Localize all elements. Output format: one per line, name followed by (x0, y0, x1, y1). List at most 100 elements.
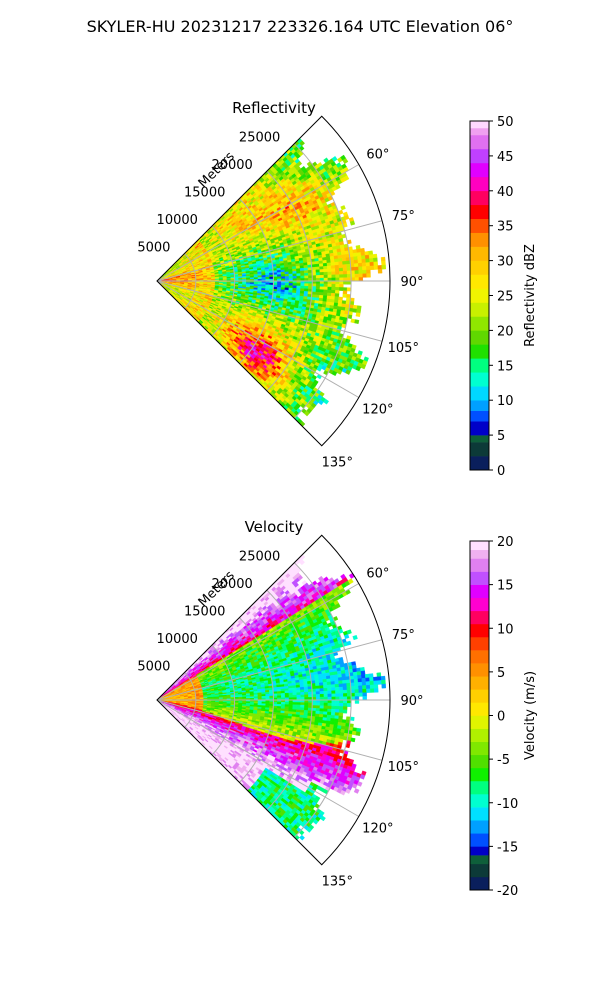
colorbar-tick-label: 10 (497, 622, 514, 637)
colorbar-band (470, 232, 489, 247)
colorbar-tick-label: -5 (497, 753, 510, 768)
colorbar-band (470, 571, 489, 585)
angular-tick-label: 75° (392, 209, 415, 224)
panel-reflectivity: Reflectivity500010000150002000025000Mete… (137, 99, 423, 470)
radial-tick-label: 5000 (137, 660, 170, 675)
colorbar-band (470, 442, 489, 457)
sector-outline (156, 115, 391, 447)
colorbar-band (470, 190, 489, 206)
colorbar-band (470, 260, 489, 275)
colorbar-band (470, 148, 489, 164)
colorbar-band (470, 650, 489, 664)
panel-title: Velocity (245, 518, 304, 536)
colorbar-band (470, 330, 489, 345)
colorbar-band (470, 558, 489, 572)
colorbar-tick-label: 0 (497, 464, 505, 479)
colorbar-tick-label: 30 (497, 255, 514, 270)
angular-tick-label: 105° (388, 760, 419, 775)
colorbar-band (470, 421, 489, 436)
colorbar-band (470, 820, 489, 834)
colorbar-band (470, 794, 489, 808)
angular-tick-label: 135° (322, 874, 353, 889)
radial-tick-label: 10000 (157, 632, 198, 647)
colorbar-band (470, 741, 489, 756)
colorbar-band (470, 597, 489, 612)
colorbar-tick-label: -15 (497, 840, 518, 855)
colorbar-band (470, 833, 489, 847)
colorbar-tick-label: 15 (497, 359, 514, 374)
angular-tick-label: 90° (400, 694, 423, 709)
colorbar-band (470, 127, 489, 136)
colorbar-reflectivity: 0 5 10 15 20 25 30 35 40 45 50 Reflectivity dBZ (469, 115, 538, 479)
angular-tick-label: 90° (400, 275, 423, 290)
colorbar-band (470, 715, 489, 729)
colorbar-band (470, 702, 489, 716)
colorbar-band (470, 246, 489, 261)
colorbar-band (470, 386, 489, 401)
colorbar-band (470, 636, 489, 651)
radial-tick-label: 15000 (184, 605, 225, 620)
colorbar-band (470, 134, 489, 150)
colorbar-band (470, 728, 489, 742)
colorbar-band (470, 218, 489, 233)
angular-tick-label: 120° (362, 403, 393, 418)
colorbar-band (470, 689, 489, 703)
colorbar-tick-label: 45 (497, 150, 514, 165)
colorbar-tick-label: 20 (497, 324, 514, 339)
radial-tick-label: 25000 (239, 131, 280, 146)
colorbar-tick-label: 25 (497, 290, 514, 305)
colorbar-tick-label: -10 (497, 797, 518, 812)
colorbar-band (470, 863, 489, 878)
colorbar-band (470, 663, 489, 677)
radial-tick-label: 20000 (211, 577, 252, 592)
colorbar-tick-label: 0 (497, 710, 505, 725)
radial-tick-label: 10000 (157, 213, 198, 228)
colorbar-tick-label: -20 (497, 884, 518, 899)
colorbar-band (470, 676, 489, 690)
colorbar-band (470, 767, 489, 782)
polar-grid (156, 562, 390, 838)
colorbar-band (470, 754, 489, 769)
polar-grid (156, 143, 390, 419)
colorbar-band (470, 435, 489, 443)
colorbar-band (470, 204, 489, 220)
colorbar-tick-label: 5 (497, 666, 505, 681)
colorbar-tick-label: 35 (497, 220, 514, 235)
colorbar-band (470, 780, 489, 795)
colorbar-velocity: -20 -15 -10 -5 0 5 10 15 20 Velocity (m/s) (469, 535, 538, 899)
colorbar-band (470, 162, 489, 178)
colorbar-band (470, 288, 489, 303)
colorbar-band (470, 610, 489, 625)
colorbar-band (470, 876, 489, 891)
figure-title: SKYLER-HU 20231217 223326.164 UTC Elevat… (87, 17, 514, 36)
radar-field-reflectivity (159, 137, 387, 427)
angular-tick-label: 75° (392, 628, 415, 643)
colorbar-band (470, 410, 489, 422)
colorbar-band (470, 316, 489, 331)
colorbar-band (470, 344, 489, 359)
colorbar-band (470, 855, 489, 865)
colorbar-band (470, 274, 489, 289)
colorbar-tick-label: 15 (497, 579, 514, 594)
colorbar-tick-label: 10 (497, 394, 514, 409)
colorbar-band (470, 400, 489, 411)
panel-title: Reflectivity (232, 99, 316, 117)
colorbar-label: Velocity (m/s) (523, 671, 538, 760)
radar-field-velocity (159, 554, 387, 841)
colorbar-tick-label: 50 (497, 115, 514, 130)
angular-tick-label: 60° (366, 567, 389, 582)
colorbar-band (470, 584, 489, 599)
radial-tick-label: 15000 (184, 186, 225, 201)
sector-outline (156, 534, 391, 866)
colorbar-band (470, 846, 489, 856)
angular-tick-label: 105° (388, 341, 419, 356)
angular-tick-label: 60° (366, 148, 389, 163)
colorbar-band (470, 358, 489, 373)
colorbar-band (470, 372, 489, 387)
radial-tick-label: 25000 (239, 550, 280, 565)
colorbar-band (470, 176, 489, 192)
colorbar-band (470, 456, 489, 471)
radial-tick-label: 20000 (211, 158, 252, 173)
